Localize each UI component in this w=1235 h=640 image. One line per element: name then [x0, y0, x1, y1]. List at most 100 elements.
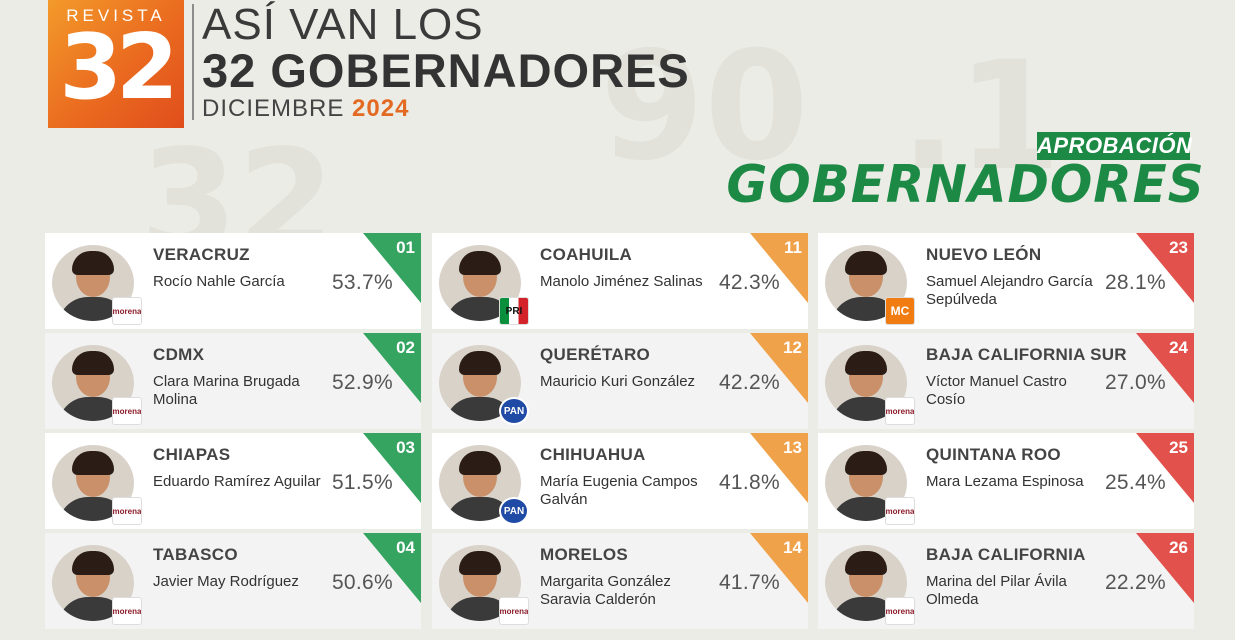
approval-badge: APROBACIÓN [1037, 132, 1193, 160]
party-logo-pan: PAN [499, 397, 529, 425]
rank-badge: 13 [750, 433, 808, 503]
state-name: BAJA CALIFORNIA [926, 545, 1086, 564]
governor-photo [825, 345, 907, 421]
state-name: QUERÉTARO [540, 345, 651, 364]
rank-badge: 02 [363, 333, 421, 403]
governor-card: morena TABASCO Javier May Rodríguez 50.6% 04 [45, 533, 421, 629]
party-logo-morena: morena [885, 597, 915, 625]
rank-number: 01 [396, 238, 415, 257]
governor-card: morena MORELOS Margarita González Saravia … [432, 533, 808, 629]
party-logo-morena: morena [885, 497, 915, 525]
party-logo-pan: PAN [499, 497, 529, 525]
governor-card: morena BAJA CALIFORNIA Marina del Pilar Áv… [818, 533, 1194, 629]
rank-number: 25 [1169, 438, 1188, 457]
governor-photo [825, 545, 907, 621]
party-logo-mc: MC [885, 297, 915, 325]
rank-badge: 12 [750, 333, 808, 403]
governor-name: Eduardo Ramírez Aguilar [153, 473, 321, 490]
governor-name: María Eugenia Campos Galván [540, 473, 698, 508]
state-name: COAHUILA [540, 245, 633, 264]
governor-name: Clara Marina Brugada Molina [153, 373, 300, 408]
state-name: NUEVO LEÓN [926, 245, 1042, 264]
section-title: GOBERNADORES [726, 155, 1205, 215]
rank-number: 12 [783, 338, 802, 357]
rank-number: 04 [396, 538, 415, 557]
governor-card: PAN QUERÉTARO Mauricio Kuri González 42.2% 1… [432, 333, 808, 429]
party-logo-morena: morena [885, 397, 915, 425]
party-logo-morena: morena [112, 297, 142, 325]
governor-card: PRI COAHUILA Manolo Jiménez Salinas 42.3% 11 [432, 233, 808, 329]
rank-badge: 23 [1136, 233, 1194, 303]
approval-percentage: 53.7% [331, 271, 393, 294]
logo-number: 32 [59, 15, 178, 120]
governor-photo [52, 345, 134, 421]
page-title-line1: ASÍ VAN LOS [202, 0, 484, 49]
approval-percentage: 50.6% [331, 571, 393, 594]
party-logo-pri: PRI [499, 297, 529, 325]
state-name: CHIHUAHUA [540, 445, 646, 464]
revista-32-logo: REVISTA 32 [48, 0, 184, 128]
approval-percentage: 42.2% [718, 371, 780, 394]
governor-card: morena BAJA CALIFORNIA SUR Víctor Manuel C… [818, 333, 1194, 429]
approval-percentage: 52.9% [331, 371, 393, 394]
governor-name: Víctor Manuel Castro Cosío [926, 373, 1067, 408]
state-name: QUINTANA ROO [926, 445, 1061, 464]
governor-photo [52, 245, 134, 321]
approval-percentage: 42.3% [718, 271, 780, 294]
governor-name: Samuel Alejandro García Sepúlveda [926, 273, 1093, 308]
governor-card: morena QUINTANA ROO Mara Lezama Espinosa 25… [818, 433, 1194, 529]
rank-badge: 04 [363, 533, 421, 603]
rank-badge: 25 [1136, 433, 1194, 503]
header-divider [192, 4, 194, 120]
governor-name: Margarita González Saravia Calderón [540, 573, 671, 608]
rank-badge: 26 [1136, 533, 1194, 603]
logo-brand-text: REVISTA [66, 6, 166, 25]
state-name: VERACRUZ [153, 245, 250, 264]
rank-badge: 03 [363, 433, 421, 503]
state-name: MORELOS [540, 545, 629, 564]
rank-number: 11 [784, 238, 802, 257]
governor-name: Mauricio Kuri González [540, 373, 696, 390]
party-logo-morena: morena [112, 397, 142, 425]
governor-card: PAN CHIHUAHUA María Eugenia Campos Galván 4… [432, 433, 808, 529]
governor-photo [439, 545, 521, 621]
party-logo-morena: morena [112, 597, 142, 625]
subtitle-year: 2024 [352, 95, 410, 122]
state-name: TABASCO [153, 545, 238, 564]
rank-number: 14 [783, 538, 802, 557]
rank-badge: 01 [363, 233, 421, 303]
governor-card: MC NUEVO LEÓN Samuel Alejandro García Sepú… [818, 233, 1194, 329]
approval-percentage: 27.0% [1104, 371, 1166, 394]
governor-card: morena CHIAPAS Eduardo Ramírez Aguilar 51.5… [45, 433, 421, 529]
governor-name: Marina del Pilar Ávila Olmeda [926, 573, 1067, 608]
governor-name: Manolo Jiménez Salinas [540, 273, 703, 290]
approval-percentage: 41.7% [718, 571, 780, 594]
state-name: CHIAPAS [153, 445, 231, 464]
rank-number: 24 [1169, 338, 1188, 357]
governor-name: Mara Lezama Espinosa [926, 473, 1084, 490]
state-name: BAJA CALIFORNIA SUR [926, 345, 1127, 364]
governor-name: Rocío Nahle García [153, 273, 285, 290]
subtitle-month: DICIEMBRE [202, 95, 345, 122]
approval-percentage: 25.4% [1104, 471, 1166, 494]
party-logo-morena: morena [499, 597, 529, 625]
approval-percentage: 51.5% [331, 471, 393, 494]
ranking-column-1: morena VERACRUZ Rocío Nahle García 53.7% 01 m… [45, 233, 421, 633]
ranking-column-2: PRI COAHUILA Manolo Jiménez Salinas 42.3% 11… [432, 233, 808, 633]
governor-card: morena CDMX Clara Marina Brugada Molina 52.… [45, 333, 421, 429]
page-subtitle: DICIEMBRE 2024 [202, 96, 409, 122]
rank-number: 13 [783, 438, 802, 457]
approval-percentage: 22.2% [1104, 571, 1166, 594]
approval-percentage: 41.8% [718, 471, 780, 494]
rank-badge: 11 [750, 233, 808, 303]
rank-number: 02 [396, 338, 415, 357]
governor-photo [52, 445, 134, 521]
state-name: CDMX [153, 345, 205, 364]
page-title-line2: 32 GOBERNADORES [202, 44, 690, 97]
governor-name: Javier May Rodríguez [153, 573, 299, 590]
ranking-column-3: MC NUEVO LEÓN Samuel Alejandro García Sepú… [818, 233, 1194, 633]
governor-card: morena VERACRUZ Rocío Nahle García 53.7% 01 [45, 233, 421, 329]
party-logo-morena: morena [112, 497, 142, 525]
rank-number: 26 [1169, 538, 1188, 557]
rank-number: 03 [396, 438, 415, 457]
